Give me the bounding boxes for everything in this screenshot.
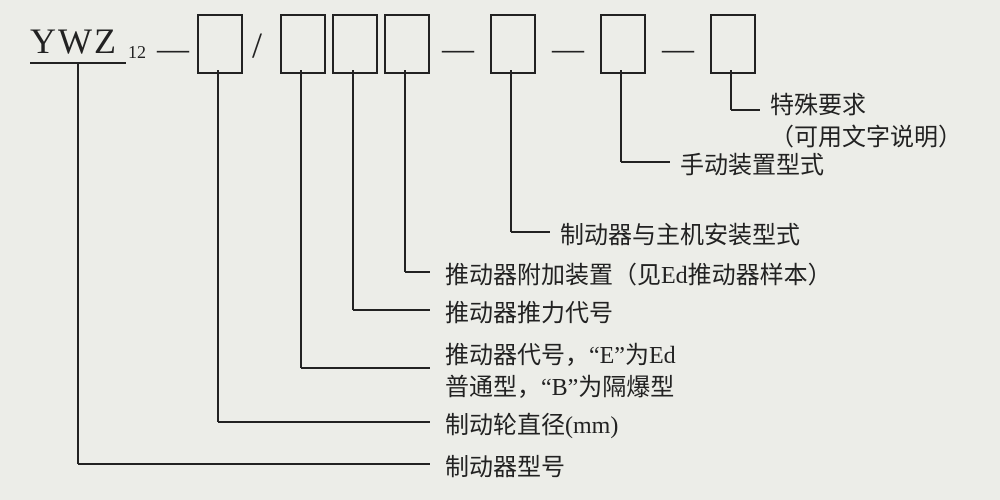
leader-label: 推动器推力代号: [445, 298, 613, 330]
code-box: [197, 14, 243, 74]
code-box: [710, 14, 756, 74]
code-box: [600, 14, 646, 74]
separator: —: [552, 30, 584, 67]
leader-label: 制动器型号: [445, 452, 565, 484]
code-box: [384, 14, 430, 74]
leader-label: 特殊要求 （可用文字说明）: [770, 90, 962, 155]
leader-label: 推动器附加装置（见Ed推动器样本）: [445, 260, 832, 292]
leader-label: 推动器代号，“E”为Ed 普通型，“B”为隔爆型: [445, 340, 676, 405]
leader-label: 制动器与主机安装型式: [560, 220, 800, 252]
separator: /: [252, 24, 262, 66]
code-box: [490, 14, 536, 74]
separator: —: [442, 30, 474, 67]
code-box: [332, 14, 378, 74]
model-prefix: YWZ: [30, 20, 126, 64]
leader-label: 制动轮直径(mm): [445, 410, 618, 442]
leader-label: 手动装置型式: [680, 150, 824, 182]
separator: —: [157, 30, 189, 67]
model-subscript: 12: [128, 42, 146, 63]
separator: —: [662, 30, 694, 67]
code-box: [280, 14, 326, 74]
